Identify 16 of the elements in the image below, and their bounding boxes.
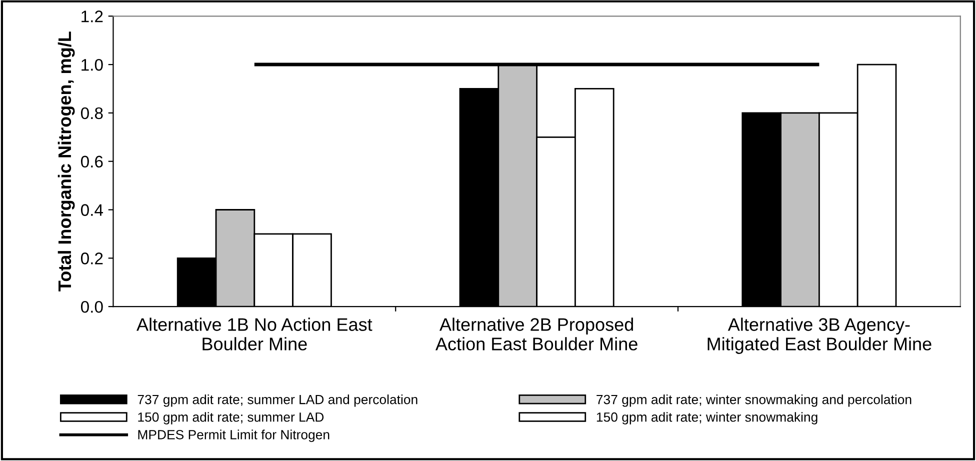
y-axis-title: Total Inorganic Nitrogen, mg/L <box>58 32 75 292</box>
y-tick-label: 0.8 <box>80 107 103 120</box>
y-tick-label: 1.0 <box>82 58 103 71</box>
legend-label: 737 gpm adit rate; summer LAD and percolation <box>138 394 418 407</box>
x-tick-label: Alternative 2B Proposed Action East Boulder Mine <box>435 318 638 350</box>
x-tick-label: Alternative 3B Agency- Mitigated East Boulder Mine <box>708 318 932 354</box>
x-tick-label: Alternative 1B No Action East Boulder Mine <box>136 318 372 350</box>
legend-label: 150 gpm adit rate; winter snowmaking <box>596 412 818 424</box>
y-tick-label: 1.2 <box>82 10 103 22</box>
y-tick-label: 0.6 <box>80 156 103 168</box>
legend-label: 737 gpm adit rate; winter snowmaking and percolation <box>596 394 912 407</box>
y-tick-label: 0.0 <box>80 300 103 313</box>
y-tick-label: 0.2 <box>80 252 103 264</box>
y-tick-label: 0.4 <box>80 204 104 216</box>
legend-label: MPDES Permit Limit for Nitrogen <box>138 430 330 442</box>
legend-label: 150 gpm adit rate; summer LAD <box>138 412 324 424</box>
